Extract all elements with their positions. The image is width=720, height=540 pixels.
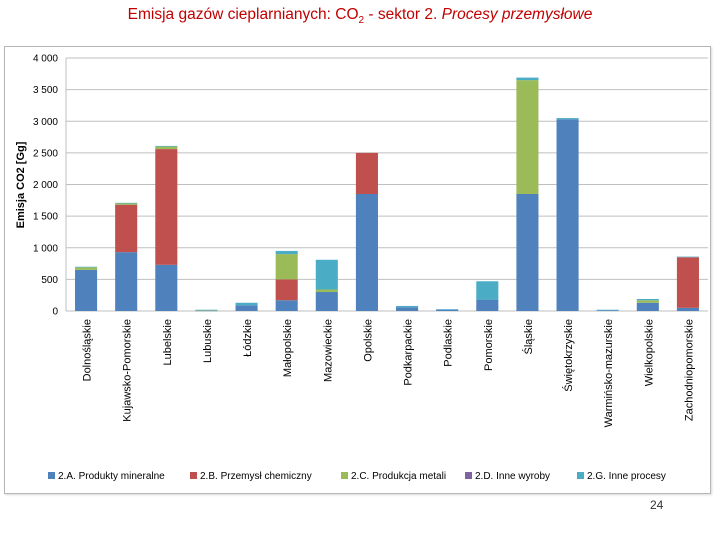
bar-segment: [476, 299, 499, 311]
bar-segment: [75, 266, 98, 268]
bar-segment: [396, 307, 419, 311]
bar-segment: [476, 281, 499, 300]
x-tick-label: Małopolskie: [282, 319, 294, 377]
legend-label: 2.B. Przemysł chemiczny: [200, 471, 312, 482]
bar-segment: [75, 267, 98, 270]
bar-segment: [436, 309, 459, 310]
bar-segment: [516, 193, 539, 311]
legend-label: 2.A. Produkty mineralne: [58, 471, 165, 482]
bar-segment: [676, 256, 699, 258]
x-tick-label: Lubuskie: [202, 319, 214, 363]
bar-segment: [275, 250, 298, 255]
bar-segment: [596, 310, 619, 311]
bar-segment: [355, 193, 378, 311]
x-tick-label: Lubelskie: [162, 319, 174, 365]
bar-segment: [676, 257, 699, 308]
x-tick-label: Mazowieckie: [322, 319, 334, 382]
slide-title: Emisja gazów cieplarnianych: CO2 - sekto…: [0, 6, 720, 26]
y-axis-label: Emisja CO2 [Gg]: [15, 141, 27, 228]
bar-segment: [275, 279, 298, 301]
bar-segment: [516, 77, 539, 81]
bar-segment: [636, 298, 659, 301]
y-tick-label: 0: [52, 307, 58, 318]
bar-segment: [195, 310, 218, 311]
bar-segment: [516, 80, 539, 194]
legend-swatch: [577, 472, 584, 479]
bar-segment: [275, 300, 298, 311]
x-axis-ticks: Dolnośląskie Kujawsko-Pomorskie Lubelskie L…: [82, 319, 696, 427]
bar-segment: [75, 269, 98, 311]
x-tick-label: Łódzkie: [242, 319, 254, 357]
legend: 2.A. Produkty mineralne 2.B. Przemysł che…: [48, 471, 666, 482]
bar-segment: [195, 310, 218, 312]
y-tick-label: 2 500: [33, 148, 58, 159]
bar-segment: [115, 252, 138, 311]
legend-swatch: [465, 472, 472, 479]
x-tick-label: Opolskie: [362, 319, 374, 362]
y-tick-label: 2 000: [33, 180, 58, 191]
bar-segment: [155, 146, 178, 150]
legend-swatch: [190, 472, 197, 479]
bar-segment: [155, 264, 178, 311]
x-tick-label: Warmińsko-mazurskie: [603, 319, 615, 427]
x-tick-label: Podlaskie: [443, 319, 455, 367]
bar-segment: [315, 259, 338, 290]
bar-segment: [315, 289, 338, 293]
x-tick-label: Podkarpackie: [403, 319, 415, 386]
bar-segment: [155, 149, 178, 265]
bar-segment: [396, 305, 419, 308]
bar-segment: [235, 302, 258, 306]
x-tick-label: Kujawsko-Pomorskie: [122, 319, 134, 422]
legend-label: 2.D. Inne wyroby: [475, 471, 550, 482]
legend-swatch: [48, 472, 55, 479]
x-tick-label: Wielkopolskie: [643, 319, 655, 386]
bar-segment: [355, 152, 378, 194]
legend-label: 2.G. Inne procesy: [587, 471, 666, 482]
title-part1: Emisja gazów cieplarnianych: CO: [127, 6, 359, 23]
title-part2: - sektor 2.: [364, 6, 442, 23]
bar-segment: [115, 204, 138, 253]
bar-segment: [676, 307, 699, 311]
bar-segment: [636, 300, 659, 303]
bars: [75, 77, 699, 312]
x-tick-label: Pomorskie: [483, 319, 495, 371]
bar-segment: [235, 305, 258, 311]
y-tick-label: 3 000: [33, 117, 58, 128]
bar-segment: [155, 145, 178, 147]
legend-label: 2.C. Produkcja metali: [351, 471, 446, 482]
bar-segment: [195, 309, 218, 311]
bar-segment: [275, 254, 298, 280]
bar-segment: [556, 119, 579, 311]
bar-segment: [596, 309, 619, 311]
y-tick-label: 4 000: [33, 54, 58, 65]
title-part3: Procesy przemysłowe: [441, 6, 593, 23]
x-tick-label: Zachodniopomorskie: [683, 319, 695, 421]
legend-swatch: [341, 472, 348, 479]
y-tick-label: 1 000: [33, 243, 58, 254]
page-number: 24: [650, 498, 664, 512]
bar-segment: [436, 309, 459, 311]
bar-segment: [636, 302, 659, 311]
bar-segment: [556, 118, 579, 120]
y-tick-label: 3 500: [33, 85, 58, 96]
y-axis-ticks: 0 500 1 000 1 500 2 000 2 500 3 000 3 500 4 000: [33, 54, 58, 318]
x-tick-label: Dolnośląskie: [82, 319, 94, 381]
x-tick-label: Śląskie: [522, 319, 535, 354]
bar-segment: [315, 292, 338, 311]
y-tick-label: 1 500: [33, 212, 58, 223]
x-tick-label: Świętokrzyskie: [562, 319, 575, 392]
bar-segment: [115, 203, 138, 205]
bar-segment: [115, 202, 138, 204]
title-subscript: 2: [358, 15, 365, 27]
y-tick-label: 500: [41, 275, 58, 286]
